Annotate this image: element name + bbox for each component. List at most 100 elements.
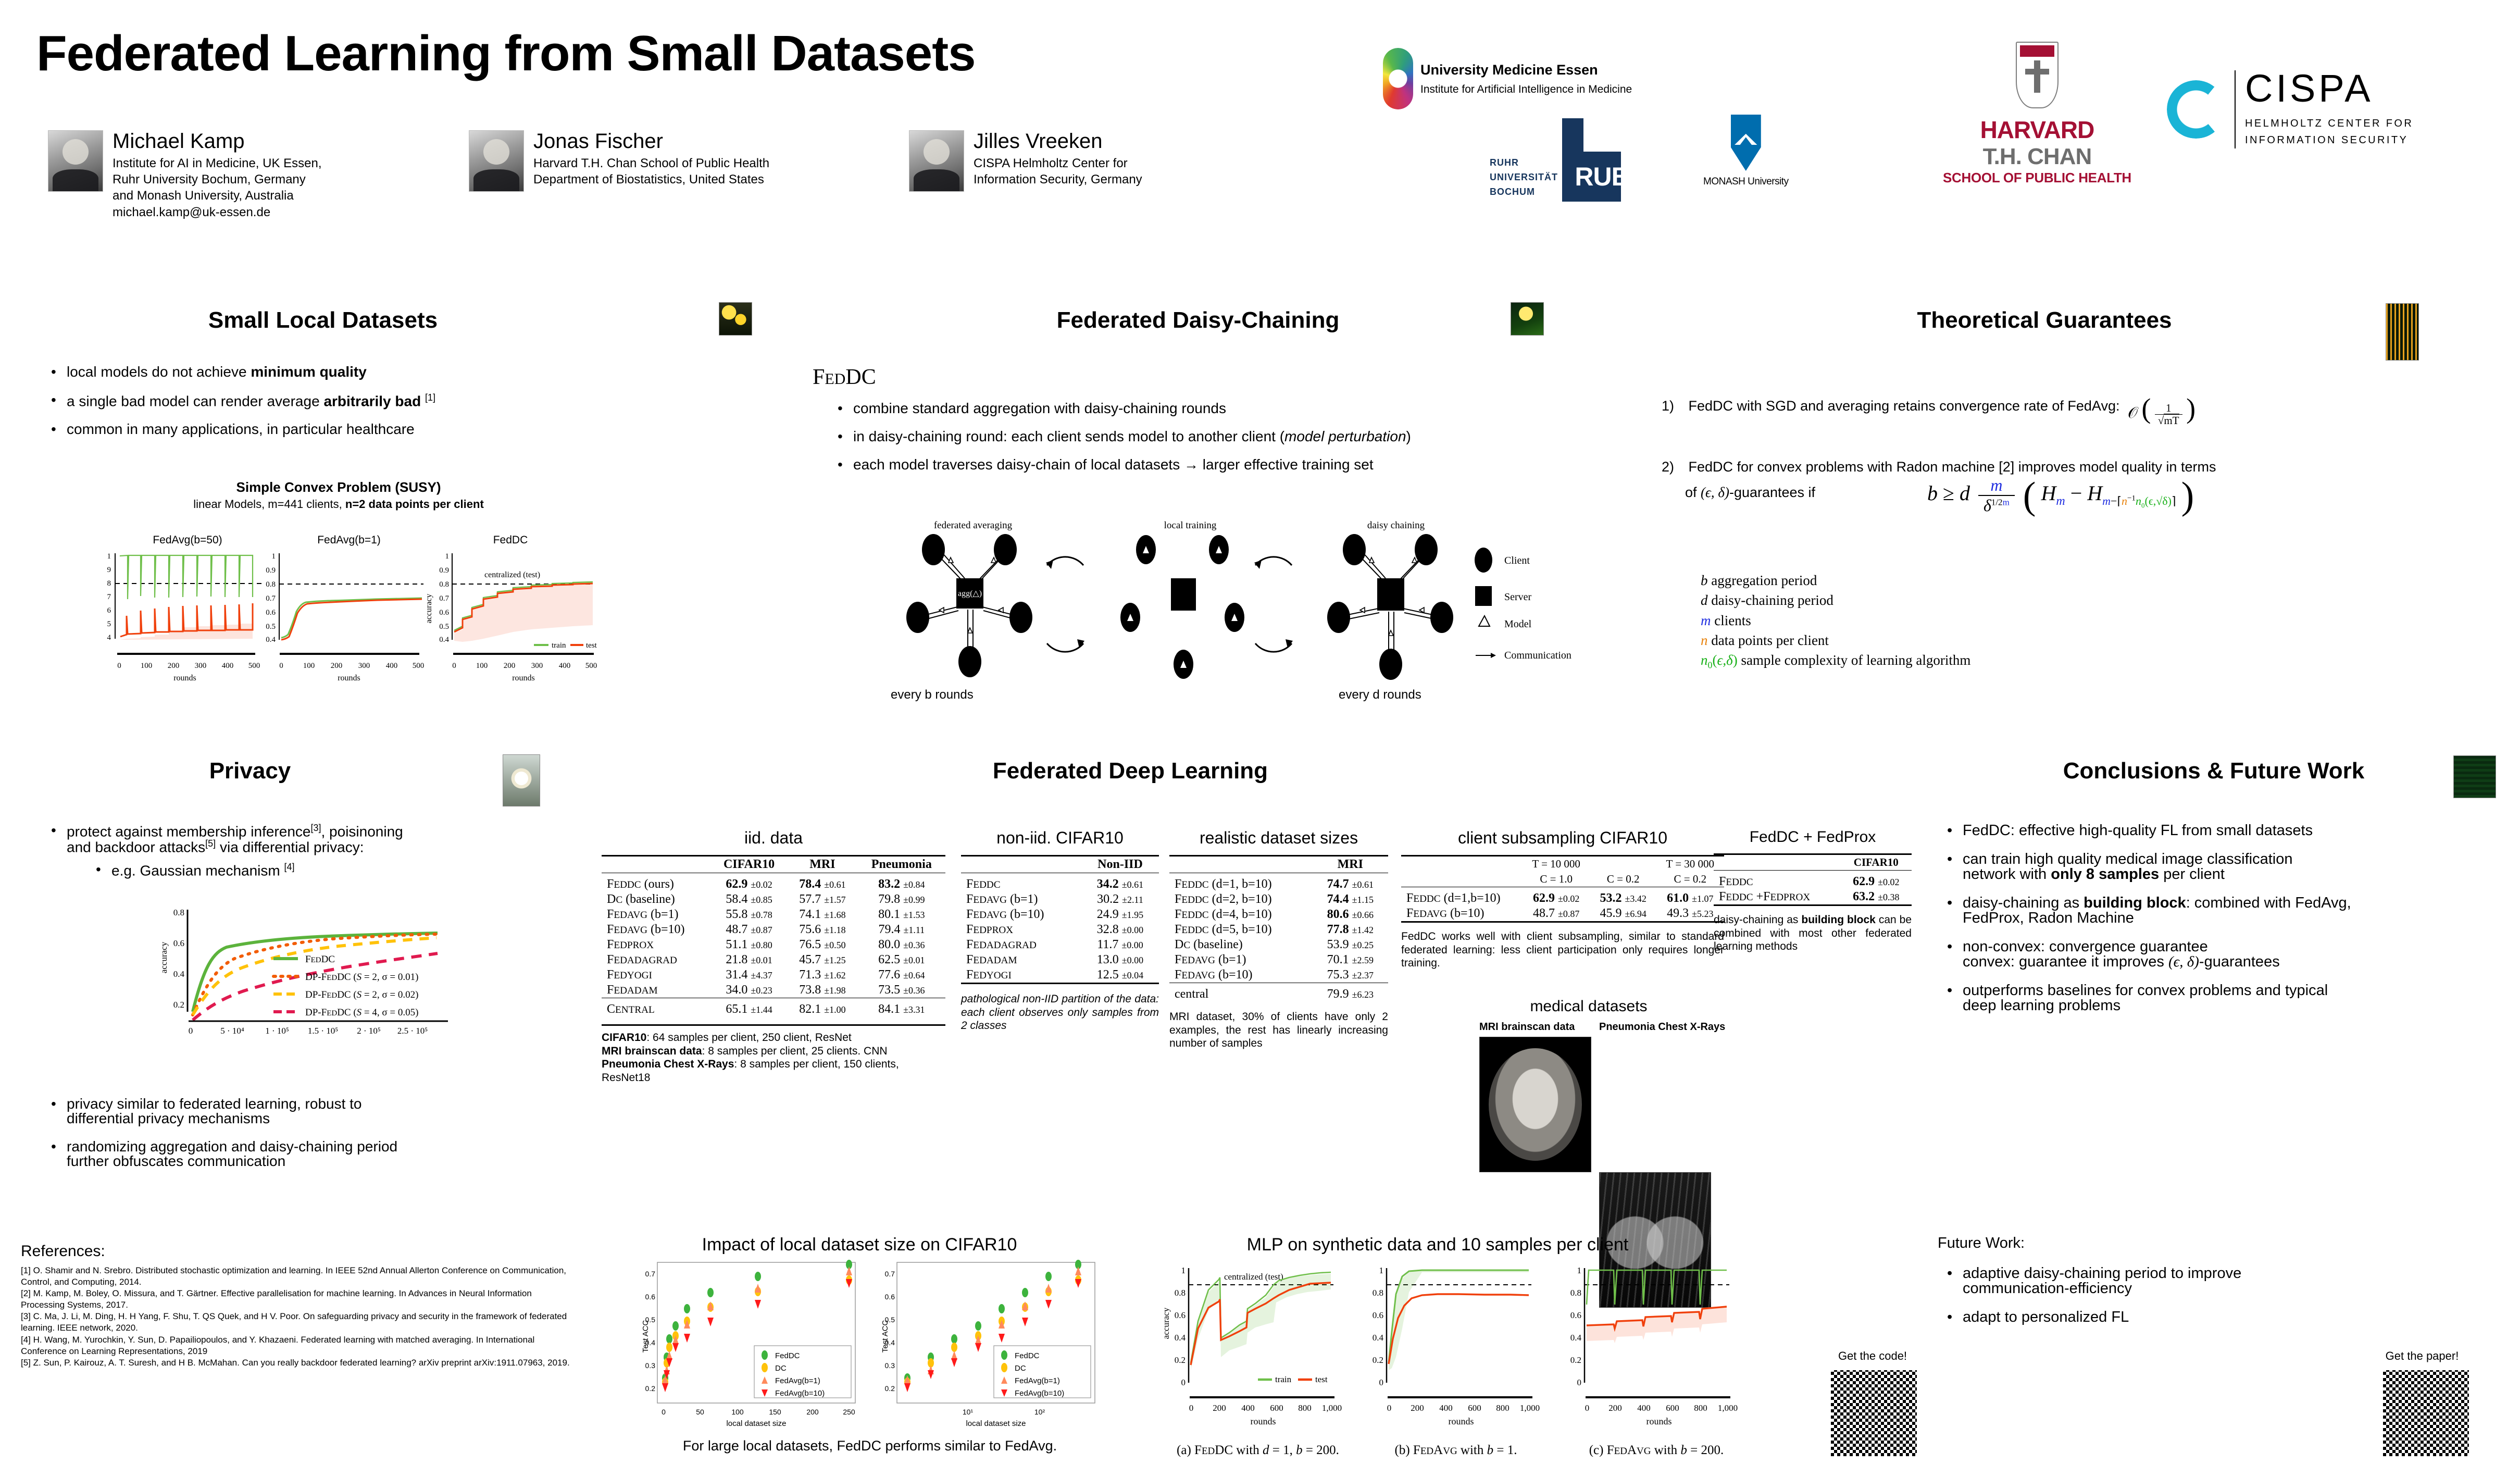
qr-code-paper[interactable] (2380, 1368, 2472, 1459)
row-label: FEDADAM (607, 983, 658, 997)
svg-text:400: 400 (386, 662, 398, 670)
table-realistic: MRI FEDDC (d=1, b=10) 74.7 ±0.61 FEDDC (d=… (1169, 855, 1388, 1002)
svg-text:0.5: 0.5 (439, 623, 449, 631)
svg-text:0.6: 0.6 (885, 1293, 895, 1301)
svg-text:1: 1 (1181, 1265, 1186, 1275)
table-title: iid. data (744, 828, 803, 847)
svg-text:FedAvg(b=10): FedAvg(b=10) (775, 1389, 825, 1398)
svg-text:600: 600 (1270, 1403, 1283, 1413)
daisy-chaining-diagram: federated averaging local training daisy… (906, 520, 1571, 680)
medical-datasets-title: medical datasets (1530, 998, 1648, 1015)
svg-text:0.4: 0.4 (885, 1338, 895, 1347)
table-cell: 30.2 ±2.11 (1097, 892, 1143, 906)
svg-text:0.4: 0.4 (1570, 1333, 1582, 1343)
qr-code-caption: Get the code! (1838, 1349, 1907, 1362)
svg-text:0.2: 0.2 (173, 1000, 184, 1010)
table-footer-row: central 79.9 ±6.23 (1169, 983, 1388, 1002)
legend-server: Server (1504, 591, 1532, 603)
section-title-small-local-datasets: Small Local Datasets (208, 307, 438, 333)
cispa-wordmark: CISPA (2245, 67, 2374, 110)
table-cell: 51.1 ±0.80 (726, 938, 772, 951)
table-block-fedprox: FedDC + FedProx CIFAR10 FEDDC 62.9 ±0.02 F… (1714, 828, 1912, 953)
guarantee-item-1: 1) FedDC with SGD and averaging retains … (1662, 393, 2196, 427)
svg-text:0.7: 0.7 (439, 594, 449, 603)
table-row: FEDAVG (b=10) 48.7 ±0.87 45.9 ±6.94 49.3 ±5… (1401, 906, 1724, 923)
x-axis-label: local dataset size (966, 1419, 1026, 1428)
svg-text:0.4: 0.4 (1175, 1333, 1186, 1343)
table-cell: 78.4 ±0.61 (787, 873, 858, 892)
svg-text:1: 1 (445, 552, 450, 561)
chart-impact-linear: Test ACC 0.7 0.6 0.5 0.4 0.3 0.2 0 50 100 150 2… (641, 1260, 856, 1428)
qr-paper-caption: Get the paper! (2385, 1349, 2459, 1362)
chart-caption-mlp-c: (c) FEDAVG with b = 200. (1589, 1443, 1724, 1457)
rub-bar-icon (1562, 118, 1584, 202)
page-title: Federated Learning from Small Datasets (36, 26, 976, 81)
table-cell: 65.1 ±1.44 (710, 998, 788, 1017)
table-title: realistic dataset sizes (1199, 828, 1358, 847)
references-list: [1] O. Shamir and N. Srebro. Distributed… (21, 1265, 573, 1369)
table-title: FedDC + FedProx (1749, 828, 1876, 846)
susy-chart-title: Simple Convex Problem (SUSY) (236, 479, 441, 495)
svg-text:0.2: 0.2 (1175, 1355, 1186, 1365)
list-item: combine standard aggregation with daisy-… (838, 401, 1708, 416)
svg-text:test: test (1315, 1374, 1328, 1384)
author-block-0: Michael Kamp Institute for AI in Medicin… (48, 130, 444, 220)
y-axis-label: Test ACC (881, 1320, 890, 1353)
table-noniid: Non-IID FEDDC 34.2 ±0.61 FEDAVG (b=1) 30.2 … (961, 855, 1159, 984)
svg-text:0.2: 0.2 (1570, 1355, 1581, 1365)
decorative-thumbnail-icon (1511, 302, 1544, 336)
chart-title-feddc: FedDC (493, 534, 528, 546)
section-title-conclusions: Conclusions & Future Work (2063, 758, 2365, 784)
list-item: e.g. Gaussian mechanism [4] (96, 862, 609, 878)
future-work-title: Future Work: (1938, 1235, 2025, 1251)
chart-legend: FedDC DC FedAvg(b=1) FedAvg(b=10) (993, 1345, 1091, 1398)
svg-text:1 · 10⁵: 1 · 10⁵ (265, 1026, 289, 1036)
svg-text:0.6: 0.6 (266, 609, 276, 617)
row-label: CENTRAL (602, 998, 711, 1017)
svg-text:0: 0 (1585, 1403, 1590, 1413)
col-header: C = 0.2 (1674, 873, 1707, 885)
svg-text:0: 0 (117, 662, 121, 670)
svg-text:train: train (1275, 1374, 1292, 1384)
table-cell: 13.0 ±0.00 (1096, 953, 1144, 966)
table-note-realistic: MRI dataset, 30% of clients have only 2 … (1169, 1011, 1388, 1050)
svg-text:250: 250 (843, 1408, 855, 1416)
chart-caption-impact: For large local datasets, FedDC performs… (682, 1438, 1057, 1454)
table-cell: 61.0 ±1.07 (1656, 887, 1724, 906)
col-header: MRI (787, 855, 858, 873)
x-axis-label: rounds (1251, 1416, 1276, 1426)
x-axis-label: rounds (1449, 1416, 1474, 1426)
table-row: FEDYOGI 12.5 ±0.04 (961, 967, 1159, 984)
row-label: FEDPROX (607, 938, 654, 951)
svg-text:5 · 10⁴: 5 · 10⁴ (220, 1026, 244, 1036)
svg-text:300: 300 (358, 662, 370, 670)
svg-text:0.2: 0.2 (885, 1384, 895, 1393)
formula-radon-condition: b ≥ d m δ1/2m ( Hm − Hm−⌈n−1n0(ϵ,√δ)⌉ ) (1927, 475, 2194, 517)
rub-letters: RUB (1575, 152, 1630, 202)
qr-code-code[interactable] (1828, 1368, 1919, 1459)
table-row: FEDDC 34.2 ±0.61 (961, 873, 1159, 892)
list-item: protect against membership inference[3],… (51, 823, 609, 855)
author-affiliation: Institute for AI in Medicine, UK Essen, … (113, 156, 322, 219)
list-item: non-convex: convergence guaranteeconvex:… (1947, 939, 2505, 970)
svg-text:0.9: 0.9 (439, 566, 449, 575)
table-cell: 53.9 ±0.25 (1327, 938, 1374, 951)
monash-wordmark: MONASH University (1703, 176, 1789, 187)
section-title-federated-deep-learning: Federated Deep Learning (992, 758, 1268, 784)
svg-text:600: 600 (1666, 1403, 1679, 1413)
svg-text:6: 6 (107, 606, 111, 615)
chart-susy-fedavg-b50: 1 9 8 7 6 5 4 0 100 200 300 400 500 rounds (107, 552, 263, 682)
susy-chart-subtitle: linear Models, m=441 clients, n=2 data p… (193, 498, 484, 511)
logo-cispa: CISPA HELMHOLTZ CENTER FOR INFORMATION S… (2167, 67, 2413, 149)
svg-text:2 · 10⁵: 2 · 10⁵ (357, 1026, 381, 1036)
x-axis-label: rounds (512, 674, 535, 682)
harvard-line3: SCHOOL OF PUBLIC HEALTH (1943, 170, 2131, 185)
medical-caption-xray: Pneumonia Chest X-Rays (1599, 1021, 1726, 1033)
svg-text:0.6: 0.6 (439, 609, 449, 617)
section-title-privacy: Privacy (209, 758, 291, 784)
divider (2235, 70, 2236, 149)
harvard-line2: T.H. CHAN (1982, 144, 2092, 169)
logo-ruhr-universitaet-bochum: RUHR UNIVERSITÄT BOCHUM RUB (1490, 118, 1630, 202)
cispa-sub2: INFORMATION SECURITY (2245, 134, 2409, 146)
col-header: C = 0.2 (1606, 873, 1640, 885)
